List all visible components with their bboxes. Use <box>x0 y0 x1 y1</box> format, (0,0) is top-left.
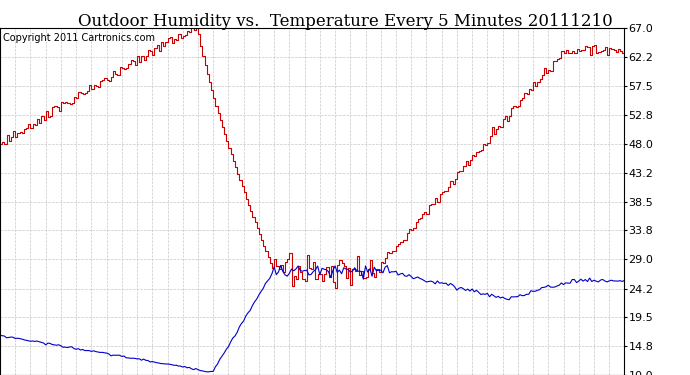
Text: Copyright 2011 Cartronics.com: Copyright 2011 Cartronics.com <box>3 33 155 44</box>
Text: Outdoor Humidity vs.  Temperature Every 5 Minutes 20111210: Outdoor Humidity vs. Temperature Every 5… <box>77 13 613 30</box>
